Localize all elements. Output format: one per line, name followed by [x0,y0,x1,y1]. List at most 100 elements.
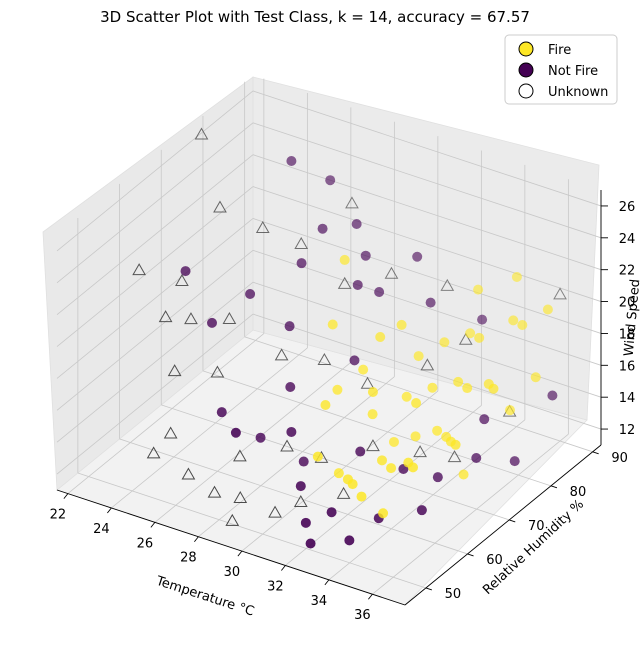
not-fire-point [425,297,436,308]
y-tick-mark [425,587,432,591]
not-fire-point [355,446,366,457]
not-fire-point [295,481,306,492]
grid-line-y [244,336,593,453]
grid-line-y [202,370,552,487]
unknown-point [163,426,178,439]
not-fire-point [352,279,363,290]
x-tick-mark [281,565,286,571]
grid-line-x [328,419,526,581]
y-axis-line [404,444,602,606]
fire-point [388,436,399,447]
x-tick-label: 34 [311,594,328,609]
not-fire-point [286,156,297,167]
x-tick-label: 26 [137,536,154,551]
fire-point [378,508,389,519]
grid-line-x [198,376,395,538]
legend-marker [518,83,534,99]
unknown-point [458,332,473,345]
fire-point [411,398,422,409]
grid-line-z [252,186,602,302]
grid-line-z [56,250,254,411]
unknown-point [225,513,240,526]
fire-point [347,479,358,490]
fire-point [453,376,464,387]
fire-point [427,382,438,393]
fire-point [367,409,378,420]
fire-point [530,372,541,383]
unknown-point [553,287,567,300]
fire-point [356,491,367,502]
fire-point [504,405,515,416]
legend-label: Not Fire [548,64,598,79]
y-tick-label: 70 [528,519,545,534]
fire-point [413,351,424,362]
unknown-point [255,221,270,234]
not-fire-point [300,517,311,528]
z-tick-label: 22 [619,264,636,279]
x-tick-mark [194,536,199,542]
unknown-point [293,495,308,508]
fire-point [396,319,407,330]
x-tick-mark [368,593,373,600]
x-tick-mark [237,550,243,557]
legend-marker [518,62,534,78]
not-fire-point [360,250,371,261]
x-tick-mark [63,493,69,499]
grid-line-z [252,90,602,207]
not-fire-point [351,219,362,230]
unknown-point [336,486,351,499]
x-tick-mark [150,522,156,528]
not-fire-point [284,321,295,332]
grid-line-z [56,281,254,443]
fire-point [367,386,378,397]
unknown-point [420,358,435,371]
fire-point [377,455,388,466]
legend-marker [518,41,534,57]
grid-line-x [154,362,352,523]
y-tick-label: 50 [445,587,462,602]
not-fire-point [344,535,355,546]
legend-label: Fire [548,43,571,58]
not-fire-point [416,505,427,516]
not-fire-point [255,432,266,443]
grid-line-y [119,438,468,555]
x-tick-label: 30 [224,565,241,580]
fire-point [358,364,369,375]
unknown-point [181,467,196,480]
fire-point [332,384,343,395]
x-tick-label: 28 [180,551,197,566]
fire-point [432,425,443,436]
not-fire-point [471,452,482,463]
fire-point [474,332,485,343]
chart-title: 3D Scatter Plot with Test Class, k = 14,… [100,8,530,26]
not-fire-point [477,314,488,325]
unknown-point [233,449,247,462]
fire-point [312,451,323,462]
grid-line-y [161,404,510,521]
unknown-point [158,310,173,323]
not-fire-point [230,427,241,438]
not-fire-point [374,287,385,298]
fire-point [465,328,476,339]
not-fire-point [285,381,296,392]
not-fire-point [286,426,297,437]
not-fire-point [412,251,423,262]
unknown-point [167,364,182,377]
unknown-point [384,266,399,279]
x-axis-label: Temperature °C [153,573,256,619]
fire-point [511,271,522,282]
x-tick-label: 22 [50,508,67,523]
not-fire-point [547,390,558,401]
fire-point [508,315,519,326]
unknown-point [440,278,455,291]
not-fire-point [325,175,336,186]
legend: Fire Not Fire Unknown [504,34,618,105]
fire-point [401,391,412,402]
fire-point [439,337,450,348]
y-tick-mark [592,451,599,455]
fire-point [450,439,461,450]
x-tick-label: 32 [267,579,284,594]
not-fire-point [206,317,217,328]
unknown-point [280,439,294,452]
fire-point [386,463,397,474]
